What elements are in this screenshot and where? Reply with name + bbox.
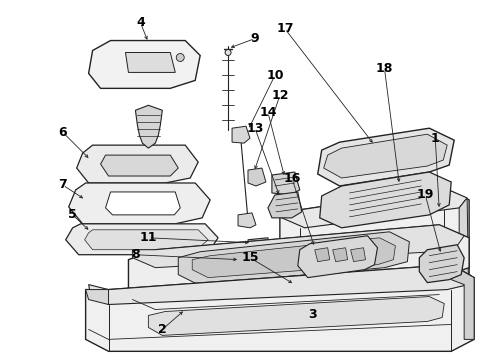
- Text: 14: 14: [259, 106, 277, 119]
- Text: 7: 7: [58, 179, 67, 192]
- Polygon shape: [333, 248, 347, 262]
- Polygon shape: [128, 225, 469, 302]
- Polygon shape: [319, 172, 451, 228]
- Polygon shape: [148, 297, 444, 336]
- Polygon shape: [282, 188, 467, 228]
- Polygon shape: [125, 53, 175, 72]
- Polygon shape: [419, 245, 464, 283]
- Polygon shape: [86, 289, 108, 305]
- Polygon shape: [350, 248, 366, 262]
- Circle shape: [176, 54, 184, 62]
- Text: 12: 12: [271, 89, 289, 102]
- Polygon shape: [76, 145, 198, 183]
- Text: 11: 11: [140, 231, 157, 244]
- Polygon shape: [85, 230, 208, 250]
- Text: 9: 9: [251, 32, 259, 45]
- Polygon shape: [135, 105, 162, 148]
- Text: 10: 10: [266, 69, 284, 82]
- Text: 1: 1: [431, 132, 440, 145]
- Polygon shape: [132, 225, 464, 268]
- Polygon shape: [66, 224, 218, 255]
- Text: 13: 13: [246, 122, 264, 135]
- Text: 16: 16: [283, 171, 300, 185]
- Polygon shape: [232, 126, 250, 143]
- Polygon shape: [324, 134, 447, 178]
- Circle shape: [225, 50, 231, 55]
- Polygon shape: [89, 265, 471, 305]
- Polygon shape: [268, 192, 302, 218]
- Polygon shape: [451, 265, 474, 339]
- Polygon shape: [100, 155, 178, 176]
- Polygon shape: [248, 238, 272, 256]
- Polygon shape: [69, 183, 210, 224]
- Text: 3: 3: [308, 308, 317, 321]
- Text: 2: 2: [158, 323, 167, 336]
- Polygon shape: [318, 128, 454, 186]
- Text: 15: 15: [241, 251, 259, 264]
- Text: 6: 6: [58, 126, 67, 139]
- Text: 8: 8: [131, 248, 140, 261]
- Polygon shape: [238, 213, 256, 228]
- Polygon shape: [298, 236, 377, 278]
- Text: 17: 17: [276, 22, 294, 35]
- Text: 4: 4: [136, 16, 145, 29]
- Polygon shape: [178, 232, 409, 285]
- Polygon shape: [89, 41, 200, 88]
- Polygon shape: [459, 198, 469, 341]
- Polygon shape: [105, 192, 180, 215]
- Polygon shape: [272, 172, 300, 195]
- Text: 5: 5: [68, 208, 77, 221]
- Polygon shape: [86, 265, 474, 351]
- Polygon shape: [248, 168, 266, 186]
- Polygon shape: [192, 238, 395, 278]
- Polygon shape: [315, 248, 330, 262]
- Polygon shape: [238, 255, 262, 272]
- Text: 19: 19: [416, 188, 434, 202]
- Text: 18: 18: [376, 62, 393, 75]
- Polygon shape: [280, 188, 469, 341]
